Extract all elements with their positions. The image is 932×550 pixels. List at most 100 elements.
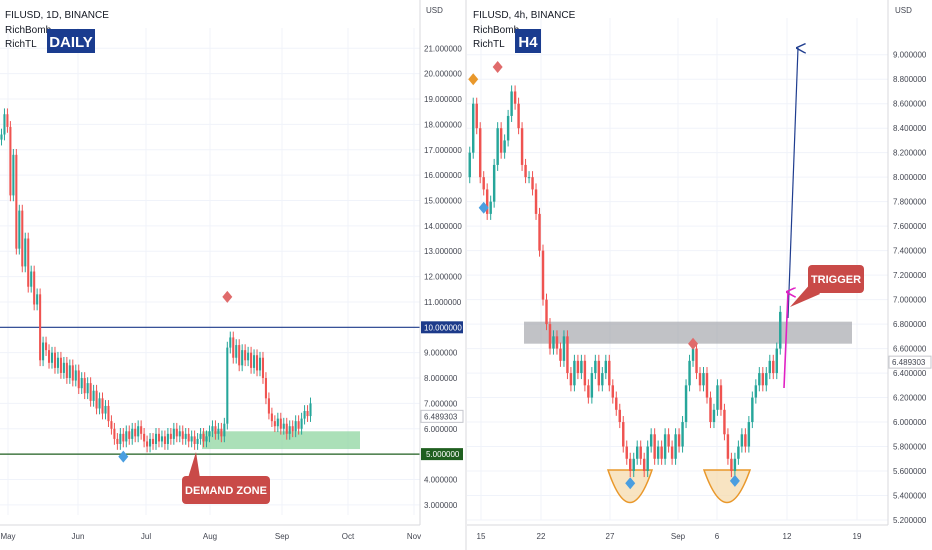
candle-body	[27, 238, 30, 287]
candle-body	[116, 438, 119, 444]
candle-body	[716, 385, 719, 410]
candle-body	[597, 360, 601, 386]
candle-body	[232, 337, 235, 358]
y-tick-label: 18.000000	[424, 120, 462, 129]
daily-badge: DAILY	[49, 34, 93, 51]
candle-body	[110, 421, 113, 429]
candle-body	[670, 446, 674, 459]
candle-body	[580, 360, 583, 374]
y-tick-label: 3.000000	[424, 501, 458, 510]
y-tick-label: 8.800000	[893, 75, 927, 84]
candle-body	[573, 360, 576, 386]
candle-body	[140, 426, 143, 434]
candle-body	[107, 405, 110, 422]
candle-body	[258, 357, 262, 371]
candle-body	[175, 428, 178, 437]
candle-body	[712, 409, 716, 423]
y-tick-label: 5.200000	[893, 516, 927, 525]
candle-body	[149, 438, 152, 447]
candle-body	[649, 434, 653, 447]
candle-body	[247, 352, 250, 361]
candle-body	[674, 434, 677, 459]
candle-body	[270, 413, 273, 422]
daily-x-ticks: May Jun Jul Aug Sep Oct Nov	[0, 532, 421, 541]
candle-body	[229, 337, 232, 348]
candle-body	[53, 352, 57, 368]
y-tick-label: 8.200000	[893, 149, 927, 158]
candle-body	[485, 189, 489, 214]
candle-body	[552, 336, 555, 349]
candle-body	[83, 378, 86, 394]
candle-body	[59, 357, 62, 373]
candle-body	[730, 458, 733, 472]
candle-body	[86, 383, 89, 394]
candle-body	[137, 426, 140, 437]
candle-body	[555, 336, 559, 349]
candle-body	[113, 428, 116, 439]
candle-body	[98, 398, 101, 409]
daily-price-tag: 6.489303	[420, 409, 464, 423]
candle-body	[220, 428, 223, 437]
trigger-arrow	[783, 292, 788, 389]
candle-body	[241, 350, 244, 366]
candle-body	[294, 421, 297, 432]
candle-body	[733, 458, 737, 472]
candle-body	[611, 385, 615, 398]
candle-body	[30, 271, 33, 287]
candle-body	[656, 446, 660, 459]
y-tick-label: 5.400000	[893, 492, 927, 501]
candle-body	[47, 350, 51, 363]
candle-body	[208, 431, 211, 437]
candle-body	[503, 140, 506, 153]
h4-symbol-line: FILUSD, 4h, BINANCE	[473, 10, 576, 21]
candle-body	[128, 431, 131, 439]
candle-body	[663, 434, 667, 459]
daily-symbol-line: FILUSD, 1D, BINANCE	[5, 10, 109, 21]
sell-signal-marker	[468, 73, 479, 86]
candle-body	[285, 423, 288, 434]
candle-body	[545, 299, 548, 325]
y-tick-label: 5.800000	[893, 443, 927, 452]
x-tick-label: 6	[715, 532, 720, 541]
sell-signal-marker	[222, 290, 233, 303]
candle-body	[681, 422, 684, 447]
y-tick-label: 8.600000	[893, 100, 927, 109]
candle-body	[187, 433, 190, 442]
candle-body	[594, 360, 597, 374]
candle-body	[737, 446, 740, 459]
candle-body	[9, 126, 12, 196]
x-tick-label: 27	[606, 532, 615, 541]
y-tick-label: 15.000000	[424, 196, 462, 205]
candle-body	[723, 409, 726, 435]
candle-body	[190, 436, 193, 442]
candle-body	[740, 434, 744, 447]
candle-body	[520, 128, 524, 165]
y-tick-label: 12.000000	[424, 273, 462, 282]
buy-signal-marker	[729, 474, 740, 487]
candle-body	[291, 426, 294, 432]
candle-body	[744, 434, 747, 447]
candle-body	[154, 433, 158, 444]
y-tick-label: 14.000000	[424, 222, 462, 231]
candle-body	[273, 421, 276, 427]
candle-body	[590, 373, 594, 398]
candle-body	[698, 373, 702, 386]
y-tick-label: 7.800000	[893, 198, 927, 207]
sell-signal-marker	[688, 337, 699, 350]
candle-body	[24, 238, 27, 267]
candle-body	[157, 433, 161, 442]
candle-body	[238, 345, 241, 366]
y-tick-label: 8.000000	[424, 374, 458, 383]
h4-signals	[468, 60, 740, 490]
candle-body	[538, 213, 541, 251]
candle-body	[172, 428, 175, 439]
y-tick-label: 13.000000	[424, 247, 462, 256]
candle-body	[15, 154, 18, 249]
candle-body	[92, 390, 95, 401]
candle-body	[199, 433, 202, 439]
daily-signals	[118, 290, 233, 463]
x-tick-label: 15	[477, 532, 486, 541]
candle-body	[510, 91, 513, 116]
candle-body	[163, 436, 166, 444]
candle-body	[122, 433, 125, 442]
